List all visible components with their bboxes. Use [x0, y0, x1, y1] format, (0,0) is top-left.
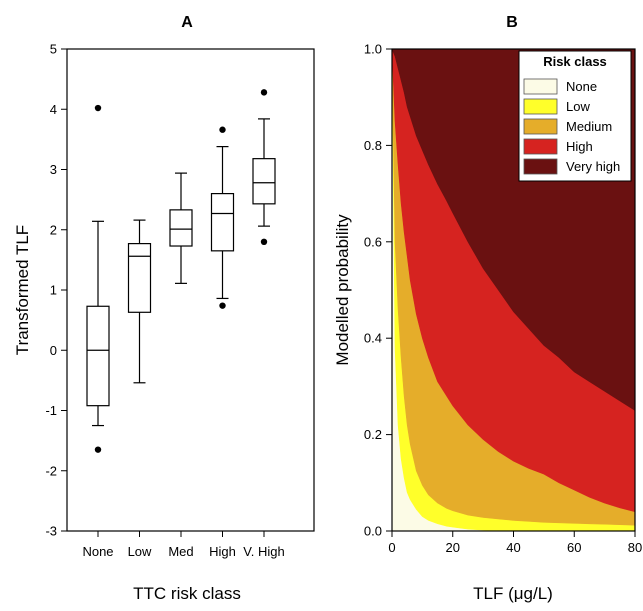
y-tick-label: 0	[50, 343, 57, 358]
y-tick-label: 0.2	[364, 427, 382, 442]
y-tick-label: -3	[45, 524, 57, 539]
legend-swatch	[523, 138, 558, 155]
panel-a-frame	[66, 48, 315, 532]
x-tick-label: Low	[128, 544, 152, 559]
y-tick-label: 5	[50, 42, 57, 57]
legend-swatch	[523, 98, 558, 115]
y-tick-label: 1	[50, 283, 57, 298]
legend: Risk class None Low Medium High Very high	[518, 50, 632, 182]
y-tick-label: 4	[50, 102, 57, 117]
x-tick-label: 60	[567, 540, 581, 555]
panel-a-y-axis-label: Transformed TLF	[13, 225, 32, 355]
x-tick-label: 80	[628, 540, 642, 555]
panel-b-frame	[391, 48, 636, 532]
legend-swatch	[523, 78, 558, 95]
legend-swatch	[523, 158, 558, 175]
y-tick-label: 0.6	[364, 234, 382, 249]
legend-label: Very high	[566, 159, 620, 174]
legend-label: High	[566, 139, 593, 154]
box-body	[169, 209, 193, 247]
outlier-point	[219, 126, 226, 133]
box-body	[127, 243, 152, 313]
box-body	[252, 158, 276, 205]
x-tick-label: 40	[506, 540, 520, 555]
outlier-point	[94, 446, 102, 453]
y-tick-label: 3	[50, 162, 57, 177]
panel-b-x-axis-label: TLF (μg/L)	[473, 584, 553, 603]
y-tick-label: 1.0	[364, 42, 382, 57]
panel-a-label: A	[181, 14, 193, 31]
outlier-point	[219, 302, 226, 309]
y-tick-label: 0.0	[364, 524, 382, 539]
x-tick-label: V. High	[243, 544, 284, 559]
legend-label: None	[566, 79, 597, 94]
boxplot-panel: -3 -2 -1 0 1 2 3 4 5 None Low Med High V. High	[45, 42, 284, 560]
y-tick-label: 2	[50, 222, 57, 237]
legend-label: Low	[566, 99, 590, 114]
x-tick-label: High	[209, 544, 236, 559]
outlier-point	[260, 238, 268, 245]
y-tick-label: -2	[45, 463, 57, 478]
panel-a-x-axis-label: TTC risk class	[133, 584, 241, 603]
legend-swatch	[523, 118, 558, 135]
box-body	[210, 193, 235, 252]
box-body	[86, 305, 110, 407]
x-tick-label: 20	[446, 540, 460, 555]
panel-b-y-axis-label: Modelled probability	[333, 214, 352, 366]
x-tick-label: None	[82, 544, 113, 559]
y-tick-label: -1	[45, 403, 57, 418]
x-tick-label: 0	[388, 540, 395, 555]
legend-title: Risk class	[543, 54, 607, 69]
y-tick-label: 0.4	[364, 331, 382, 346]
legend-label: Medium	[566, 119, 612, 134]
y-tick-label: 0.8	[364, 138, 382, 153]
outlier-point	[94, 104, 102, 112]
x-tick-label: Med	[168, 544, 193, 559]
outlier-point	[260, 89, 268, 96]
panel-b-label: B	[506, 14, 518, 31]
